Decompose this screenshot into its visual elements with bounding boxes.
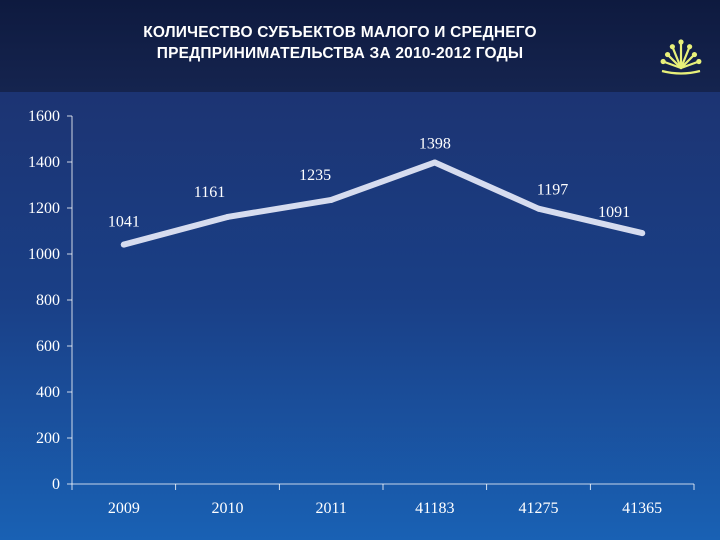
logo-ray	[679, 60, 700, 70]
data-label: 1398	[419, 135, 451, 152]
title-line-1: КОЛИЧЕСТВО СУБЪЕКТОВ МАЛОГО И СРЕДНЕГО	[143, 24, 537, 41]
data-point	[535, 205, 542, 212]
logo-dot	[691, 51, 698, 58]
data-point	[431, 159, 438, 166]
x-tick-label: 2011	[315, 500, 346, 517]
logo-dot	[660, 58, 666, 65]
y-tick-label: 800	[36, 292, 60, 309]
data-point	[639, 230, 646, 237]
x-tick-label: 41365	[622, 500, 662, 517]
slide-header	[0, 0, 720, 92]
x-tick-label: 41183	[415, 500, 454, 517]
y-tick-label: 1600	[28, 108, 60, 125]
logo-dot	[669, 44, 675, 50]
logo-dot	[687, 44, 693, 50]
y-tick-label: 1400	[28, 154, 60, 171]
y-tick-label: 600	[36, 338, 60, 355]
y-tick-label: 1000	[28, 246, 60, 263]
chart-title: КОЛИЧЕСТВО СУБЪЕКТОВ МАЛОГО И СРЕДНЕГО П…	[60, 22, 620, 64]
logo-dot	[664, 51, 671, 58]
logo-ray	[679, 53, 696, 70]
data-label: 1197	[537, 182, 568, 199]
logo-icon	[660, 39, 702, 75]
y-tick-label: 1200	[28, 200, 60, 217]
logo-base	[661, 69, 701, 75]
data-point	[120, 241, 127, 248]
title-line-2: ПРЕДПРИНИМАТЕЛЬСТВА ЗА 2010-2012 ГОДЫ	[156, 45, 524, 62]
series-line	[120, 159, 646, 248]
y-tick-label: 200	[36, 430, 60, 447]
data-label: 1041	[108, 214, 140, 231]
logo-ray	[666, 53, 683, 70]
data-label: 1091	[598, 204, 630, 221]
data-label: 1235	[299, 167, 331, 184]
logo-ray	[679, 45, 691, 70]
x-tick-label: 41275	[519, 500, 559, 517]
logo-ray	[662, 60, 683, 70]
logo-ray	[671, 45, 683, 70]
logo-dot	[678, 39, 684, 45]
y-tick-label: 0	[52, 476, 60, 493]
x-tick-label: 2009	[108, 500, 140, 517]
x-tick-label: 2010	[212, 500, 244, 517]
y-tick-label: 400	[36, 384, 60, 401]
data-point	[328, 196, 335, 203]
data-label: 1161	[194, 184, 225, 201]
logo-dot	[696, 58, 702, 65]
data-point	[224, 213, 231, 220]
